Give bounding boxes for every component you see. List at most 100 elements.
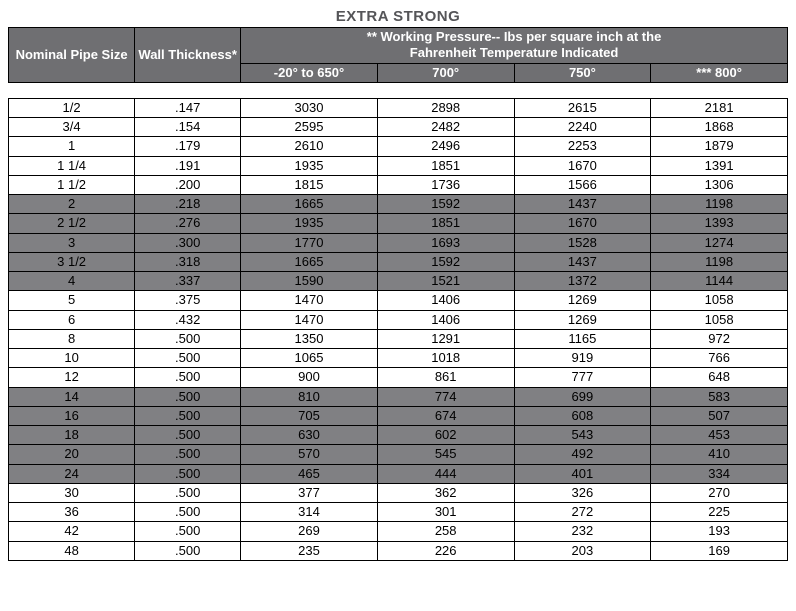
cell-temp-1: 1350 xyxy=(241,329,378,348)
cell-size: 14 xyxy=(9,387,135,406)
cell-temp-3: 1566 xyxy=(514,175,651,194)
cell-wall: .500 xyxy=(135,368,241,387)
cell-temp-1: 1065 xyxy=(241,349,378,368)
cell-size: 42 xyxy=(9,522,135,541)
cell-temp-2: 226 xyxy=(377,541,514,560)
cell-wall: .500 xyxy=(135,522,241,541)
cell-temp-4: 583 xyxy=(651,387,788,406)
cell-temp-4: 766 xyxy=(651,349,788,368)
table-row: 3/4.1542595248222401868 xyxy=(9,118,788,137)
cell-temp-4: 193 xyxy=(651,522,788,541)
cell-temp-4: 507 xyxy=(651,406,788,425)
cell-temp-4: 1393 xyxy=(651,214,788,233)
cell-temp-2: 674 xyxy=(377,406,514,425)
table-row: 6.4321470140612691058 xyxy=(9,310,788,329)
cell-size: 16 xyxy=(9,406,135,425)
cell-temp-2: 861 xyxy=(377,368,514,387)
cell-size: 5 xyxy=(9,291,135,310)
table-row: 10.50010651018919766 xyxy=(9,349,788,368)
table-row: 18.500630602543453 xyxy=(9,426,788,445)
cell-temp-1: 1470 xyxy=(241,291,378,310)
table-row: 4.3371590152113721144 xyxy=(9,272,788,291)
cell-temp-4: 648 xyxy=(651,368,788,387)
cell-wall: .500 xyxy=(135,426,241,445)
header-nominal: Nominal Pipe Size xyxy=(9,28,135,83)
cell-temp-2: 362 xyxy=(377,483,514,502)
table-row: 12.500900861777648 xyxy=(9,368,788,387)
cell-wall: .500 xyxy=(135,406,241,425)
cell-size: 1 1/4 xyxy=(9,156,135,175)
table-row: 3 1/2.3181665159214371198 xyxy=(9,252,788,271)
cell-temp-3: 1670 xyxy=(514,214,651,233)
cell-wall: .179 xyxy=(135,137,241,156)
cell-temp-2: 1851 xyxy=(377,214,514,233)
cell-temp-3: 1372 xyxy=(514,272,651,291)
cell-size: 1/2 xyxy=(9,98,135,117)
table-row: 24.500465444401334 xyxy=(9,464,788,483)
cell-temp-2: 545 xyxy=(377,445,514,464)
cell-temp-4: 1058 xyxy=(651,291,788,310)
cell-temp-2: 2496 xyxy=(377,137,514,156)
cell-temp-3: 1437 xyxy=(514,195,651,214)
cell-temp-1: 377 xyxy=(241,483,378,502)
cell-size: 18 xyxy=(9,426,135,445)
cell-temp-1: 1815 xyxy=(241,175,378,194)
cell-temp-3: 1437 xyxy=(514,252,651,271)
cell-size: 2 xyxy=(9,195,135,214)
table-title: EXTRA STRONG xyxy=(8,8,788,25)
cell-temp-4: 1198 xyxy=(651,252,788,271)
cell-temp-2: 1291 xyxy=(377,329,514,348)
cell-wall: .500 xyxy=(135,541,241,560)
cell-temp-3: 272 xyxy=(514,503,651,522)
header-wall: Wall Thickness* xyxy=(135,28,241,83)
cell-temp-1: 1665 xyxy=(241,195,378,214)
cell-wall: .200 xyxy=(135,175,241,194)
cell-temp-4: 1274 xyxy=(651,233,788,252)
header-row-1: Nominal Pipe Size Wall Thickness* ** Wor… xyxy=(9,28,788,64)
cell-temp-1: 235 xyxy=(241,541,378,560)
cell-wall: .500 xyxy=(135,483,241,502)
cell-wall: .154 xyxy=(135,118,241,137)
cell-temp-1: 1590 xyxy=(241,272,378,291)
cell-wall: .500 xyxy=(135,464,241,483)
cell-wall: .500 xyxy=(135,387,241,406)
cell-size: 30 xyxy=(9,483,135,502)
cell-temp-4: 270 xyxy=(651,483,788,502)
cell-temp-3: 2253 xyxy=(514,137,651,156)
cell-temp-1: 810 xyxy=(241,387,378,406)
cell-temp-3: 777 xyxy=(514,368,651,387)
cell-temp-1: 314 xyxy=(241,503,378,522)
cell-temp-2: 2482 xyxy=(377,118,514,137)
cell-temp-4: 1868 xyxy=(651,118,788,137)
table-row: 2.2181665159214371198 xyxy=(9,195,788,214)
header-temp-2: 700° xyxy=(377,63,514,82)
cell-temp-3: 543 xyxy=(514,426,651,445)
cell-temp-4: 1144 xyxy=(651,272,788,291)
spacer-row xyxy=(9,82,788,98)
table-row: 20.500570545492410 xyxy=(9,445,788,464)
cell-size: 20 xyxy=(9,445,135,464)
cell-temp-3: 1528 xyxy=(514,233,651,252)
cell-temp-2: 1406 xyxy=(377,310,514,329)
table-row: 5.3751470140612691058 xyxy=(9,291,788,310)
cell-temp-3: 919 xyxy=(514,349,651,368)
table-row: 2 1/2.2761935185116701393 xyxy=(9,214,788,233)
cell-temp-1: 2610 xyxy=(241,137,378,156)
header-temp-3: 750° xyxy=(514,63,651,82)
cell-wall: .276 xyxy=(135,214,241,233)
cell-size: 1 1/2 xyxy=(9,175,135,194)
header-temp-1: -20° to 650° xyxy=(241,63,378,82)
cell-temp-2: 2898 xyxy=(377,98,514,117)
cell-size: 3/4 xyxy=(9,118,135,137)
cell-temp-2: 1592 xyxy=(377,252,514,271)
cell-temp-1: 1935 xyxy=(241,156,378,175)
cell-temp-2: 1736 xyxy=(377,175,514,194)
table-row: 14.500810774699583 xyxy=(9,387,788,406)
cell-temp-3: 1165 xyxy=(514,329,651,348)
cell-temp-4: 410 xyxy=(651,445,788,464)
cell-temp-1: 269 xyxy=(241,522,378,541)
cell-size: 3 1/2 xyxy=(9,252,135,271)
cell-temp-4: 1391 xyxy=(651,156,788,175)
table-row: 1/2.1473030289826152181 xyxy=(9,98,788,117)
cell-temp-1: 705 xyxy=(241,406,378,425)
